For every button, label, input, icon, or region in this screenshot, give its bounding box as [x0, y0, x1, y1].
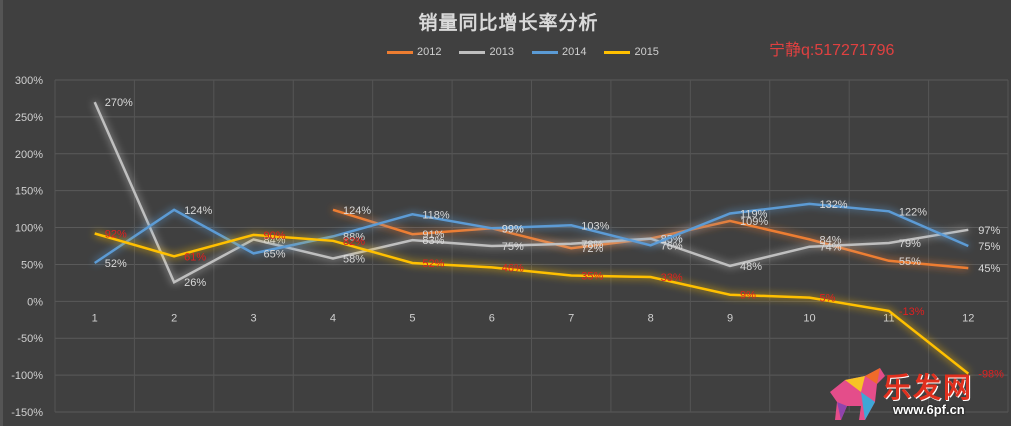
- data-label-2015: 92%: [105, 228, 127, 240]
- watermark-text: 宁静q:517271796: [769, 42, 895, 59]
- legend-item-2014: 2014: [531, 46, 587, 58]
- data-label-2014: 119%: [740, 209, 768, 221]
- data-label-2014: 76%: [661, 240, 683, 252]
- data-label-2012: 109%: [740, 216, 768, 228]
- legend-swatch-icon: [531, 50, 558, 54]
- x-tick-label: 2: [171, 312, 177, 324]
- y-tick-label: 300%: [15, 75, 43, 87]
- data-label-2015: -13%: [899, 306, 925, 318]
- data-label-2012: 45%: [978, 263, 1000, 275]
- data-label-2014: 132%: [819, 199, 847, 211]
- data-label-2013: 85%: [661, 234, 683, 246]
- data-label-2015: 35%: [581, 271, 603, 283]
- data-label-2014: 99%: [502, 223, 524, 235]
- legend-swatch-icon: [387, 50, 413, 54]
- x-tick-label: 3: [250, 312, 256, 324]
- x-tick-label: 1: [92, 312, 98, 324]
- data-label-2015: 46%: [502, 262, 524, 274]
- legend-item-2013: 2013: [459, 46, 514, 58]
- bull-logo-icon: [830, 368, 885, 420]
- data-label-2014: 118%: [422, 209, 450, 221]
- data-label-2015: 90%: [264, 230, 286, 242]
- data-label-2014: 122%: [899, 206, 927, 218]
- data-label-2013: 79%: [899, 238, 921, 250]
- data-label-2013: 270%: [105, 97, 133, 109]
- legend: 2012 2013 2014 2015: [387, 46, 659, 58]
- data-label-2014: 52%: [105, 258, 127, 270]
- x-tick-label: 7: [568, 312, 574, 324]
- legend-label: 2013: [489, 46, 514, 58]
- y-tick-label: 250%: [15, 112, 43, 124]
- chart-title: 销量同比增长率分析: [418, 12, 599, 34]
- data-label-2015: 9%: [740, 290, 756, 302]
- x-tick-label: 12: [962, 312, 974, 324]
- data-label-2012: 72%: [581, 243, 603, 255]
- legend-item-2012: 2012: [387, 46, 441, 58]
- data-label-2015: 5%: [819, 293, 835, 305]
- data-label-2012: 84%: [819, 234, 841, 246]
- data-label-2013: 58%: [343, 254, 365, 266]
- x-tick-label: 6: [489, 312, 495, 324]
- data-label-2015: 52%: [422, 258, 444, 270]
- data-label-2015: 33%: [661, 272, 683, 284]
- data-label-2014: 75%: [978, 241, 1000, 253]
- data-label-2013: 26%: [184, 277, 206, 289]
- x-tick-label: 11: [883, 312, 894, 324]
- y-tick-label: -100%: [11, 370, 43, 382]
- x-tick-label: 9: [727, 312, 733, 324]
- data-label-2015: 61%: [184, 251, 206, 263]
- y-tick-label: 0%: [27, 296, 43, 308]
- legend-swatch-icon: [459, 50, 486, 54]
- data-label-2012: 55%: [899, 256, 921, 268]
- legend-label: 2012: [417, 46, 442, 58]
- y-tick-label: 50%: [21, 259, 43, 271]
- data-label-2015: 82%: [343, 236, 365, 248]
- series-line-2014: [94, 202, 969, 265]
- x-tick-label: 10: [803, 312, 815, 324]
- y-tick-label: 200%: [15, 149, 43, 161]
- x-tick-label: 4: [330, 312, 336, 324]
- data-label-2013: 48%: [740, 261, 762, 273]
- y-tick-label: -150%: [11, 407, 43, 419]
- data-label-2013: 83%: [422, 235, 444, 247]
- legend-label: 2014: [561, 46, 587, 58]
- data-label-2012: 124%: [343, 205, 371, 217]
- data-label-2014: 124%: [184, 205, 212, 217]
- y-tick-label: -50%: [17, 333, 43, 345]
- data-label-2015: -98%: [978, 369, 1004, 381]
- logo-text: 乐发网: [883, 371, 974, 404]
- y-tick-label: 150%: [15, 186, 43, 198]
- y-tick-label: 100%: [15, 223, 43, 235]
- legend-label: 2015: [634, 46, 659, 58]
- legend-swatch-icon: [604, 50, 631, 54]
- x-tick-label: 5: [409, 312, 415, 324]
- legend-item-2015: 2015: [604, 46, 659, 58]
- data-label-2014: 103%: [581, 220, 609, 232]
- logo-url: www.6pf.cn: [893, 402, 965, 417]
- data-label-2014: 88%: [343, 231, 365, 243]
- x-tick-label: 8: [648, 312, 654, 324]
- data-label-2014: 65%: [264, 248, 286, 260]
- data-label-2013: 74%: [819, 242, 841, 254]
- data-label-2013: 97%: [978, 225, 1000, 237]
- line-plot: 300% 250% 200% 150% 100% 50% 0% -50% -100% -150% 1…: [11, 75, 1009, 419]
- data-label-2012: 85%: [661, 234, 683, 246]
- series-line-2015: [94, 232, 970, 375]
- data-label-2012: 91%: [422, 229, 444, 241]
- data-label-2013: 75%: [502, 241, 524, 253]
- data-label-2013: 78%: [581, 239, 603, 251]
